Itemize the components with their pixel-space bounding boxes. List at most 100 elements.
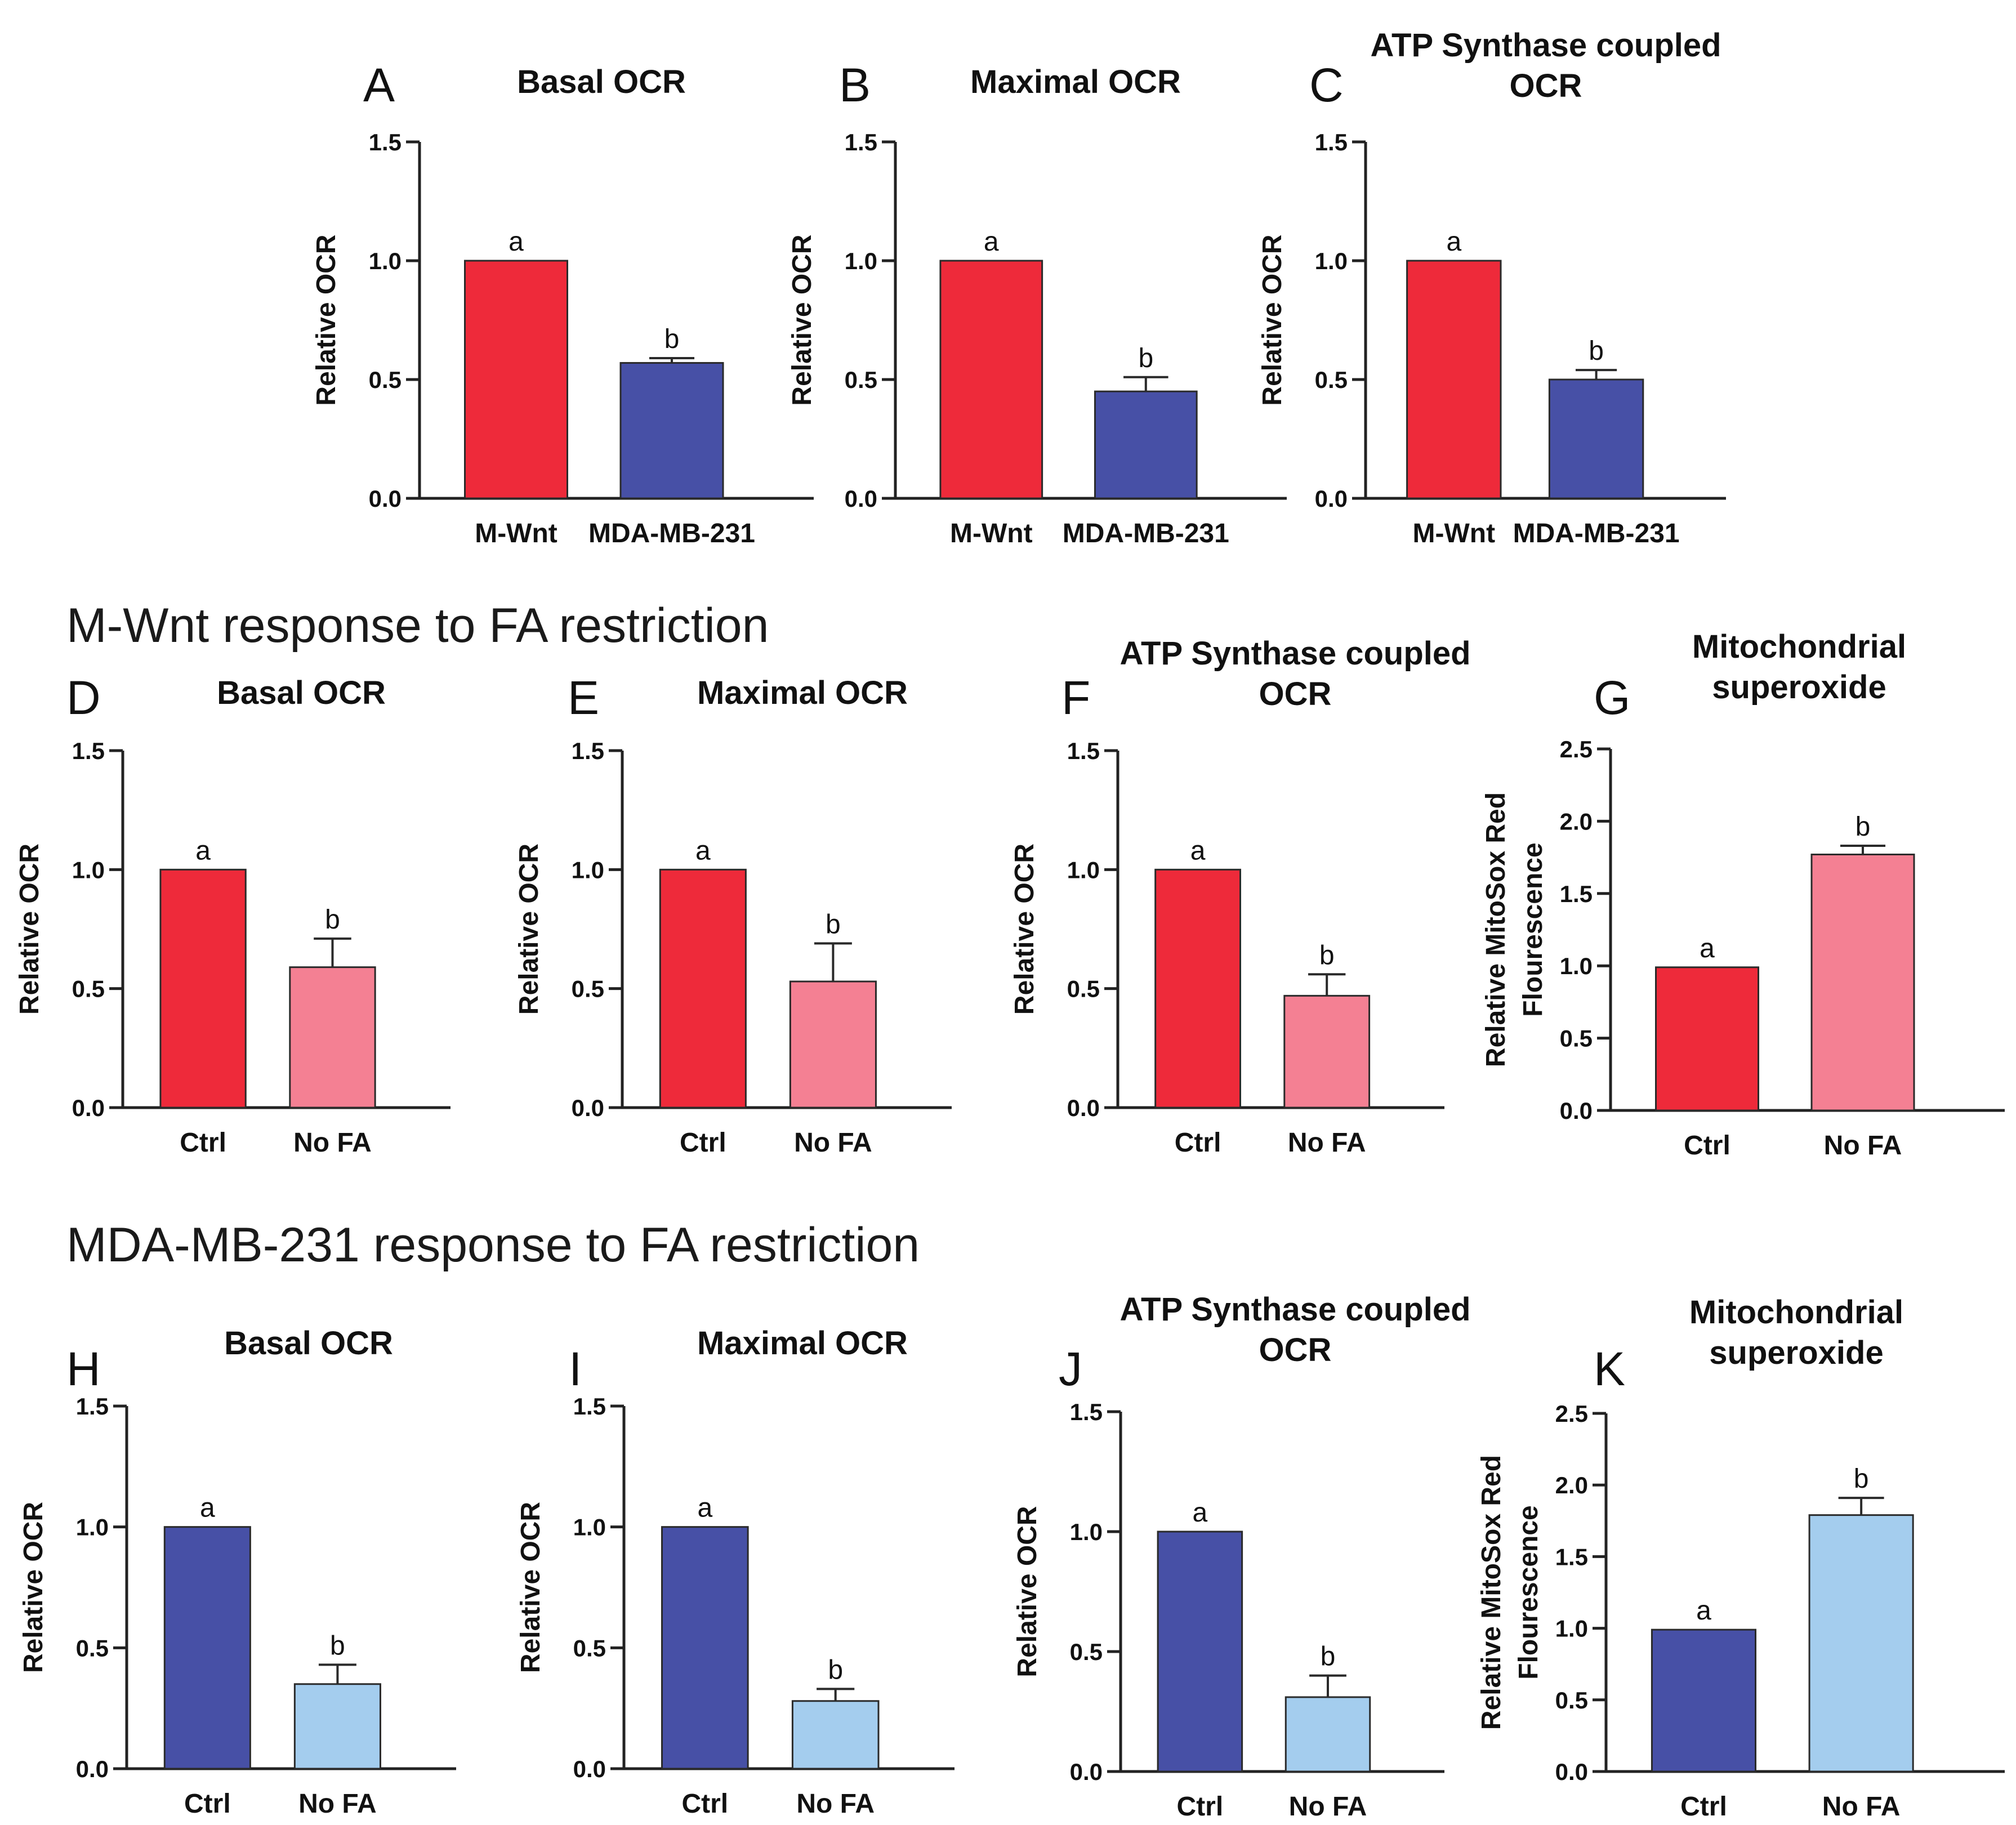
panel-c-sig-letter-0: a: [1446, 227, 1461, 257]
panel-k-x-tick-label-1: No FA: [1822, 1792, 1901, 1822]
panel-b-sig-letter-1: b: [1138, 343, 1153, 373]
panel-g-y-tick-label-4: 2.0: [1560, 808, 1593, 835]
panel-c-title-line-1: OCR: [1510, 68, 1582, 104]
panel-c-letter: C: [1309, 59, 1344, 111]
panel-e-y-tick-label-3: 1.5: [572, 738, 604, 764]
panel-d-bar-0: [160, 869, 246, 1108]
panel-b-y-tick-label-2: 1.0: [845, 248, 877, 274]
panel-e-bar-1: [790, 981, 876, 1108]
panel-f-x-tick-label-0: Ctrl: [1175, 1128, 1221, 1158]
panel-g-y-tick-label-1: 0.5: [1560, 1025, 1593, 1052]
panel-a-y-tick-label-1: 0.5: [369, 367, 402, 393]
panel-j-y-label-line-0: Relative OCR: [1013, 1506, 1042, 1677]
panel-d-x-tick-label-0: Ctrl: [180, 1128, 226, 1158]
panel-f-sig-letter-1: b: [1319, 940, 1335, 970]
panel-b-y-label-line-0: Relative OCR: [787, 234, 817, 405]
panel-k-title-line-0: Mitochondrial: [1689, 1294, 1903, 1331]
panel-g-title-line-0: Mitochondrial: [1692, 628, 1906, 665]
panel-k-y-label-line-1: Flourescence: [1514, 1505, 1544, 1679]
panel-h-sig-letter-0: a: [200, 1493, 215, 1523]
panel-i-y-tick-label-2: 1.0: [573, 1514, 606, 1541]
panel-a-y-tick-label-2: 1.0: [369, 248, 402, 274]
panel-g-y-tick-label-5: 2.5: [1560, 736, 1593, 762]
panel-b-letter: B: [839, 59, 871, 111]
panel-a-x-tick-label-1: MDA-MB-231: [588, 519, 755, 548]
panel-i-sig-letter-1: b: [828, 1655, 843, 1685]
panel-b-y-tick-label-1: 0.5: [845, 367, 877, 393]
panel-i-y-tick-label-3: 1.5: [573, 1393, 606, 1420]
panel-c-sig-letter-1: b: [1589, 336, 1604, 366]
panel-e-y-tick-label-0: 0.0: [572, 1095, 604, 1121]
panel-h-y-tick-label-1: 0.5: [76, 1635, 109, 1661]
panel-e-sig-letter-1: b: [826, 909, 841, 939]
panel-c-y-tick-label-1: 0.5: [1315, 367, 1348, 393]
panel-d-y-tick-label-1: 0.5: [72, 976, 105, 1002]
panel-h-bar-1: [295, 1684, 380, 1769]
panel-i-bar-0: [662, 1527, 748, 1769]
panel-g-x-tick-label-1: No FA: [1824, 1131, 1902, 1161]
panel-g-y-label-line-0: Relative MitoSox Red: [1481, 792, 1511, 1067]
panel-j-y-tick-label-2: 1.0: [1070, 1519, 1103, 1545]
panel-i-letter: I: [569, 1342, 582, 1395]
panel-k-y-tick-label-0: 0.0: [1555, 1759, 1588, 1785]
panel-d-sig-letter-1: b: [325, 905, 340, 935]
panel-a-y-tick-label-3: 1.5: [369, 129, 402, 155]
row-title-mwnt: M-Wnt response to FA restriction: [66, 599, 769, 653]
panel-k-y-tick-label-3: 1.5: [1555, 1543, 1588, 1570]
panel-f-y-tick-label-1: 0.5: [1067, 976, 1100, 1002]
panel-j-letter: J: [1059, 1342, 1082, 1395]
panel-f-bar-1: [1284, 996, 1370, 1108]
panel-h-x-tick-label-0: Ctrl: [184, 1789, 231, 1819]
panel-i-x-tick-label-1: No FA: [796, 1789, 875, 1819]
panel-c-title-line-0: ATP Synthase coupled: [1370, 27, 1721, 64]
panel-f-letter: F: [1061, 671, 1090, 724]
panel-a-letter: A: [363, 59, 395, 111]
panel-g-y-tick-label-0: 0.0: [1560, 1097, 1593, 1124]
panel-k-letter: K: [1594, 1342, 1625, 1395]
panel-i-sig-letter-0: a: [697, 1493, 712, 1523]
panel-i-title-line-0: Maximal OCR: [697, 1325, 908, 1362]
panel-f-title-line-0: ATP Synthase coupled: [1119, 635, 1470, 672]
panel-a-bar-0: [465, 261, 568, 498]
panel-k-sig-letter-1: b: [1854, 1464, 1869, 1494]
panel-a-sig-letter-0: a: [509, 227, 524, 257]
panel-e-bar-0: [660, 869, 746, 1108]
panel-g-y-tick-label-3: 1.5: [1560, 881, 1593, 907]
panel-j-x-tick-label-1: No FA: [1289, 1792, 1367, 1822]
panel-f-y-tick-label-2: 1.0: [1067, 856, 1100, 883]
panel-k-sig-letter-0: a: [1696, 1596, 1711, 1626]
panel-g-sig-letter-1: b: [1856, 812, 1871, 842]
panel-k-y-tick-label-1: 0.5: [1555, 1687, 1588, 1714]
panel-k-bar-0: [1652, 1630, 1755, 1772]
panel-f-y-tick-label-3: 1.5: [1067, 738, 1100, 764]
panel-j-title-line-1: OCR: [1259, 1332, 1332, 1368]
panel-k-y-tick-label-4: 2.0: [1555, 1472, 1588, 1498]
panel-c-y-tick-label-0: 0.0: [1315, 485, 1348, 512]
panel-c-y-tick-label-3: 1.5: [1315, 129, 1348, 155]
panel-a-x-tick-label-0: M-Wnt: [475, 519, 557, 548]
panel-k-bar-1: [1809, 1515, 1913, 1772]
panel-c-x-tick-label-1: MDA-MB-231: [1513, 519, 1680, 548]
panel-k-x-tick-label-0: Ctrl: [1680, 1792, 1727, 1822]
panel-c-y-label-line-0: Relative OCR: [1257, 234, 1287, 405]
panel-d-y-tick-label-2: 1.0: [72, 856, 105, 883]
panel-d-y-label-line-0: Relative OCR: [15, 844, 44, 1015]
panel-h-title-line-0: Basal OCR: [224, 1325, 393, 1362]
panel-e-y-tick-label-1: 0.5: [572, 976, 604, 1002]
panel-e-x-tick-label-0: Ctrl: [680, 1128, 726, 1158]
panel-a-bar-1: [621, 363, 723, 498]
panel-f-title-line-1: OCR: [1259, 676, 1332, 712]
panel-b-y-tick-label-3: 1.5: [845, 129, 877, 155]
panel-f-x-tick-label-1: No FA: [1288, 1128, 1366, 1158]
panel-b-x-tick-label-1: MDA-MB-231: [1063, 519, 1229, 548]
figure-canvas: M-Wnt response to FA restriction MDA-MB-…: [0, 0, 2016, 1825]
panel-j-y-tick-label-1: 0.5: [1070, 1639, 1103, 1665]
panel-g-y-label-line-1: Flourescence: [1518, 842, 1548, 1016]
panel-k-y-tick-label-2: 1.0: [1555, 1616, 1588, 1642]
panel-b-title-line-0: Maximal OCR: [970, 64, 1181, 100]
panel-d-y-tick-label-0: 0.0: [72, 1095, 105, 1121]
panel-e-x-tick-label-1: No FA: [794, 1128, 872, 1158]
panel-i-bar-1: [792, 1701, 878, 1769]
panel-h-letter: H: [66, 1342, 101, 1395]
panel-g-bar-0: [1656, 967, 1759, 1110]
